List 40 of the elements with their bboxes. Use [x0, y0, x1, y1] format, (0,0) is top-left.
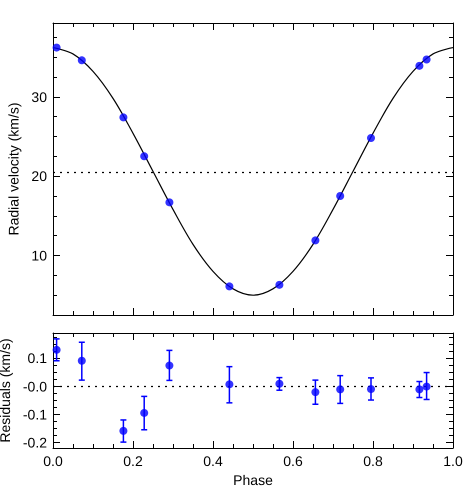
- point: [52, 346, 61, 354]
- point: [165, 362, 174, 370]
- point: [52, 44, 61, 52]
- y-tick-label: 0.1: [28, 350, 48, 366]
- point: [119, 113, 128, 122]
- y-tick-label: 30: [31, 88, 48, 105]
- y-axis-title: Radial velocity (km/s): [6, 102, 22, 236]
- point: [367, 385, 375, 394]
- y-tick-label: -0.1: [22, 406, 48, 422]
- x-tick-label: 0.8: [363, 453, 383, 469]
- x-tick-label: 0.2: [123, 453, 143, 469]
- point: [140, 408, 148, 417]
- point: [78, 56, 86, 64]
- y-tick-label: -0.0: [22, 378, 48, 394]
- point: [78, 356, 86, 365]
- x-tick-label: 0.4: [203, 453, 223, 469]
- point: [225, 380, 234, 388]
- point: [367, 134, 375, 142]
- point: [415, 385, 424, 394]
- point: [225, 282, 234, 290]
- x-tick-label: 1.0: [443, 453, 463, 469]
- point: [311, 388, 320, 396]
- point: [165, 198, 174, 206]
- point: [275, 380, 284, 388]
- x-tick-label: 0.6: [283, 453, 303, 469]
- x-axis-title: Phase: [233, 472, 274, 486]
- point: [275, 280, 284, 289]
- point: [336, 385, 344, 394]
- y-axis-title: Residuals (km/s): [0, 338, 13, 443]
- point: [119, 426, 128, 435]
- y-tick-label: 10: [31, 247, 48, 264]
- point: [336, 192, 344, 200]
- point: [415, 62, 424, 70]
- point: [422, 382, 431, 391]
- point: [311, 236, 320, 244]
- x-tick-label: 0.0: [43, 453, 63, 469]
- point: [140, 152, 148, 160]
- point: [422, 56, 431, 64]
- y-tick-label: 20: [31, 168, 48, 184]
- y-tick-label: -0.2: [22, 434, 48, 450]
